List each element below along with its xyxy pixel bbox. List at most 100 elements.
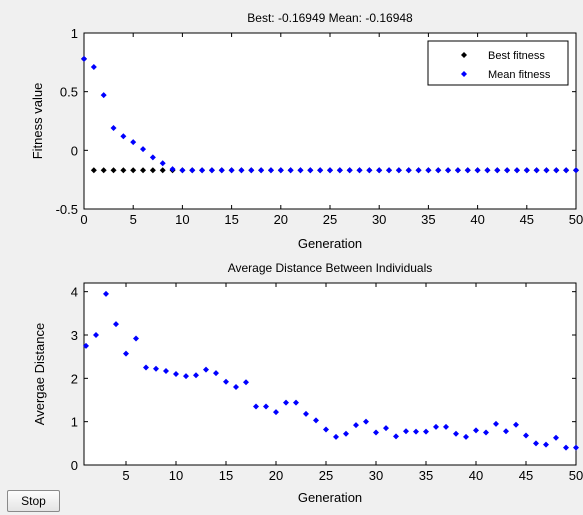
distance-point [173,371,179,377]
mean-fitness-point [277,167,284,174]
mean-fitness-point [297,167,304,174]
mean-fitness-point [199,167,206,174]
mean-fitness-point [179,167,186,174]
mean-fitness-point [513,167,520,174]
distance-point [113,321,119,328]
x-tick-label: 20 [269,468,283,483]
distance-point [423,428,429,435]
mean-fitness-point [287,167,294,174]
mean-fitness-point [425,167,432,174]
mean-fitness-point [563,167,570,174]
distance-point [433,423,439,430]
distance-x-axis-label: Generation [298,490,362,505]
distance-point [163,367,169,374]
distance-data-points [83,290,579,451]
distance-point [443,423,449,430]
distance-point [513,421,519,428]
distance-point [493,420,499,427]
mean-fitness-point [238,167,245,174]
distance-point [363,418,369,425]
legend-marker-best [461,52,467,58]
best-fitness-point [149,167,156,174]
legend-box [427,40,569,86]
best-fitness-point [100,167,107,174]
distance-plot-title: Average Distance Between Individuals [228,261,433,275]
mean-fitness-point [140,146,147,153]
distance-point [223,378,229,385]
distance-point [473,427,479,434]
distance-point [553,434,559,441]
legend-marker-mean [461,71,467,77]
mean-fitness-point [110,125,117,132]
y-tick-label: -0.5 [56,202,78,217]
distance-point [373,429,379,436]
distance-point [93,332,99,338]
x-tick-label: 50 [569,468,583,483]
distance-point [343,430,349,437]
distance-point [143,364,149,371]
distance-axis-ticks: 5 10 15 20 25 30 35 40 45 50 0 1 2 3 4 [71,283,583,483]
stop-button[interactable]: Stop [7,490,60,512]
fitness-data-points [81,55,579,174]
x-tick-label: 25 [319,468,333,483]
mean-fitness-point [100,92,107,99]
distance-point [383,425,389,432]
mean-fitness-point [415,167,422,174]
distance-point [203,366,209,373]
mean-fitness-point [504,167,511,174]
distance-point [123,350,129,357]
mean-fitness-point [405,167,412,174]
distance-point [303,410,309,417]
x-tick-label: 35 [419,468,433,483]
mean-fitness-point [464,167,471,174]
mean-fitness-point [267,167,274,174]
mean-fitness-point [159,160,166,167]
distance-point [393,433,399,440]
mean-fitness-point [81,55,87,62]
mean-fitness-point [553,167,560,174]
distance-point [263,403,269,410]
mean-fitness-point [258,167,265,174]
x-tick-label: 15 [219,468,233,483]
distance-point [233,384,239,390]
mean-fitness-point [208,167,215,174]
best-fitness-point [90,167,97,174]
mean-fitness-point [346,167,353,174]
x-tick-label: 45 [520,212,534,227]
distance-point [453,430,459,437]
distance-point [273,409,279,416]
distance-point [193,372,199,379]
x-tick-label: 10 [175,212,189,227]
distance-point [253,403,259,410]
x-tick-label: 15 [224,212,238,227]
mean-fitness-point [120,133,127,140]
distance-point [283,399,289,406]
fitness-legend: Best fitness Mean fitness [427,40,569,86]
best-fitness-point [159,167,166,174]
legend-label-mean: Mean fitness [488,69,551,81]
best-fitness-point [140,167,147,174]
fitness-plot-title: Best: -0.16949 Mean: -0.16948 [247,11,413,25]
distance-point [333,433,339,440]
x-tick-label: 30 [372,212,386,227]
distance-point [483,429,489,436]
x-tick-label: 40 [470,212,484,227]
mean-fitness-point [543,167,550,174]
distance-point [413,428,419,435]
mean-fitness-point [189,167,196,174]
mean-fitness-point [356,167,363,174]
mean-fitness-point [327,167,333,174]
mean-fitness-point [494,167,501,174]
distance-point [563,444,569,451]
distance-point [313,417,319,424]
mean-fitness-point [90,64,97,71]
y-tick-label: 1 [71,415,78,430]
y-tick-label: 1 [71,26,78,41]
y-tick-label: 0 [71,143,78,158]
best-fitness-point [120,167,127,174]
x-tick-label: 25 [323,212,337,227]
mean-fitness-point [336,167,343,174]
fitness-x-axis-label: Generation [298,236,362,251]
distance-point [573,444,579,451]
